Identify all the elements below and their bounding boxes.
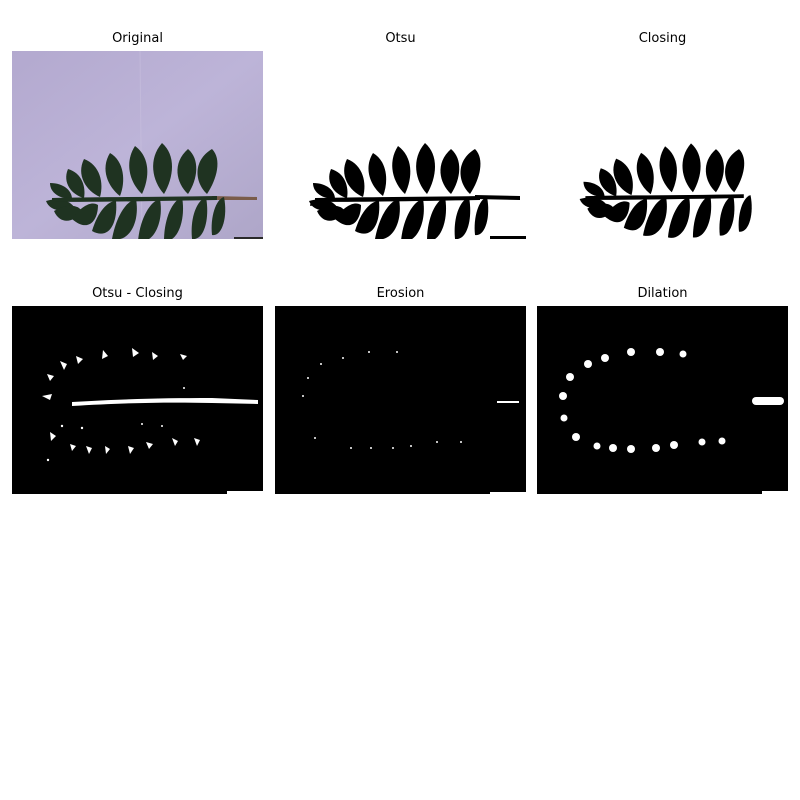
- panel-title-dilation: Dilation: [637, 286, 688, 301]
- panel-title-otsu: Otsu: [385, 31, 416, 46]
- paper-background: [12, 51, 263, 239]
- erosion-image: [275, 306, 526, 494]
- dilation-image: [537, 306, 788, 494]
- otsu-image: [275, 51, 526, 239]
- original-image: [12, 51, 263, 239]
- panel-title-erosion: Erosion: [376, 286, 425, 301]
- closing-image: [537, 51, 788, 239]
- otsu-minus-closing-image: [12, 306, 263, 494]
- panel-title-closing: Closing: [638, 31, 687, 46]
- panel-title-original: Original: [112, 31, 163, 46]
- panel-title-otsu-minus-closing: Otsu - Closing: [92, 286, 183, 301]
